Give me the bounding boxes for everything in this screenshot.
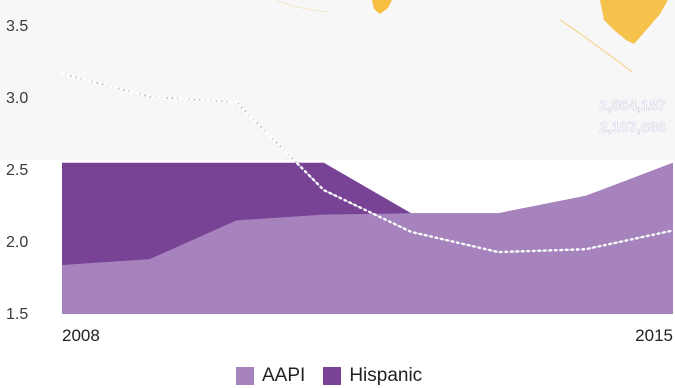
legend-swatch-aapi — [236, 367, 254, 385]
legend-item-aapi: AAPI — [236, 365, 305, 387]
y-tick-label: 1.5 — [6, 306, 28, 323]
legend-label-hispanic: Hispanic — [349, 365, 423, 386]
legend-swatch-hispanic — [323, 367, 342, 385]
legend-item-hispanic: Hispanic — [323, 365, 422, 387]
x-tick-label: 2008 — [62, 326, 100, 345]
annotation-label: 2,564,187 — [599, 97, 666, 114]
y-tick-label: 2.0 — [6, 234, 28, 251]
y-tick-label: 2.5 — [6, 162, 28, 179]
legend-label-aapi: AAPI — [262, 365, 306, 386]
dotted-line — [60, 72, 675, 254]
y-tick-label: 3.5 — [6, 18, 28, 35]
background-map-decoration — [0, 0, 675, 160]
area-aapi — [62, 162, 673, 314]
x-tick-label: 2015 — [635, 326, 673, 345]
legend: AAPI Hispanic — [236, 364, 422, 388]
y-tick-label: 3.0 — [6, 90, 28, 107]
annotation-label: 2,107,686 — [599, 119, 666, 136]
